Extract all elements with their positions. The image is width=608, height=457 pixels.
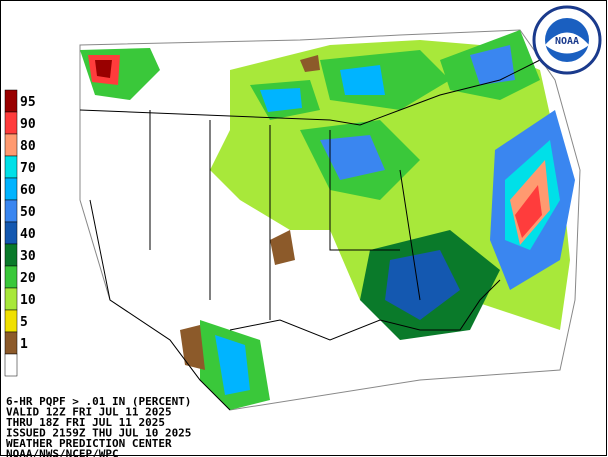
legend-label: 30 [20,249,36,264]
legend-label: 70 [20,161,36,176]
legend-swatch [4,265,18,289]
legend-swatch [4,243,18,267]
legend-swatch [4,111,18,135]
legend-swatch [4,177,18,201]
footer-line: VALID 12Z FRI JUL 11 2025 [6,406,172,419]
legend-label: 10 [20,293,36,308]
legend-swatch [4,89,18,113]
legend-label: 5 [20,315,28,330]
legend-label: 1 [20,337,28,352]
legend-label: 20 [20,271,36,286]
legend-label: 95 [20,95,36,110]
legend-swatch [4,155,18,179]
legend-label: 80 [20,139,36,154]
footer-line: 6-HR PQPF > .01 IN (PERCENT) [6,395,191,408]
legend-label: 40 [20,227,36,242]
legend-label: 60 [20,183,36,198]
footer-line: ISSUED 2159Z THU JUL 10 2025 [6,427,191,440]
footer-line: THRU 18Z FRI JUL 11 2025 [6,416,165,429]
logo: NOAA [532,5,602,75]
logo-text: NOAA [555,36,579,47]
legend-swatch [4,331,18,355]
legend-swatch [4,353,18,377]
legend-swatch [4,309,18,333]
footer-line: WEATHER PREDICTION CENTER [6,437,172,450]
legend-swatch [4,221,18,245]
precip [80,30,575,410]
legend-swatch [4,287,18,311]
legend-label: 90 [20,117,36,132]
borders [79,59,541,411]
legend-label: 50 [20,205,36,220]
legend-swatch [4,199,18,223]
footer-line: NOAA/NWS/NCEP/WPC [6,448,119,457]
legend-swatch [4,133,18,157]
